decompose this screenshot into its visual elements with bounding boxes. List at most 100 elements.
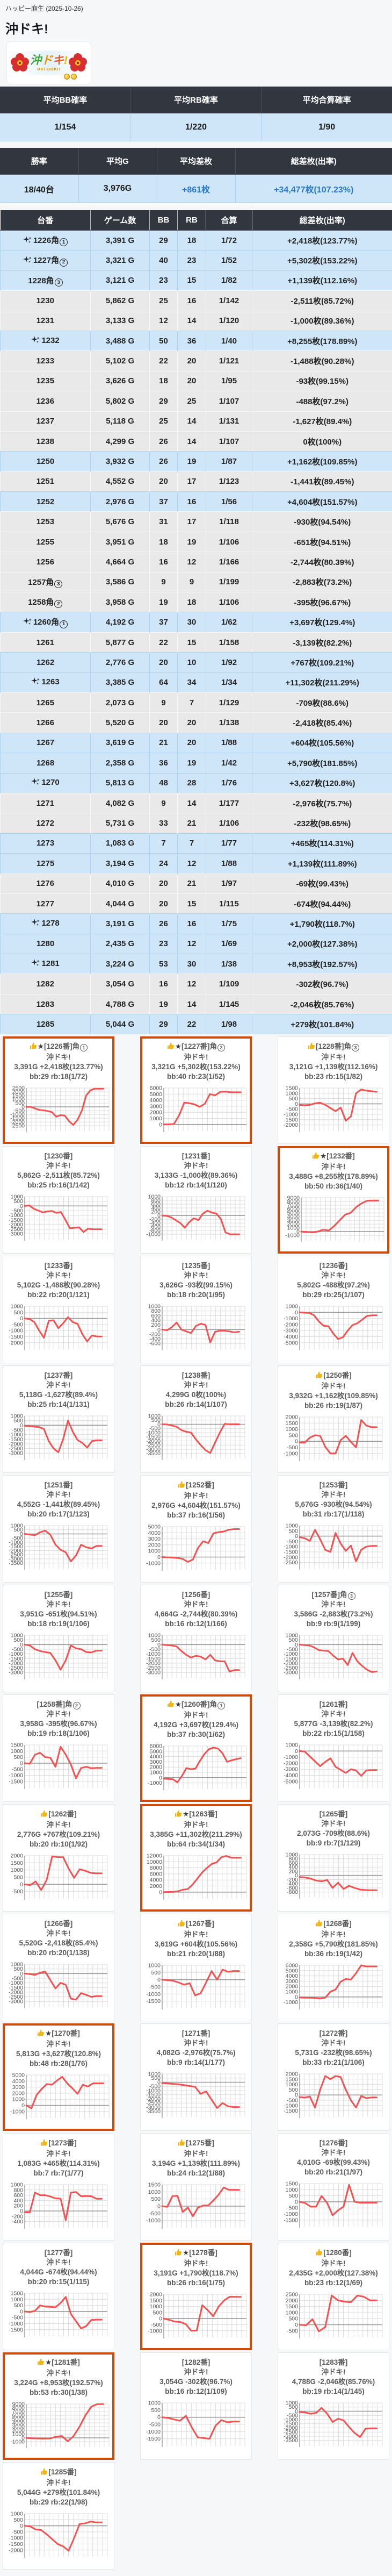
machine-number-cell[interactable]: 1280 bbox=[1, 934, 91, 954]
machine-number-cell[interactable]: 1266 bbox=[1, 713, 91, 733]
machine-chart-card[interactable]: [1276番]沖ドキ!4,010G -69枚(99.43%)bb:20 rb:2… bbox=[278, 2133, 389, 2241]
machine-chart-card[interactable]: ★[1263番]沖ドキ!3,385G +11,302枚(211.29%)bb:6… bbox=[140, 1804, 252, 1912]
machine-number-cell[interactable]: 1250 bbox=[1, 452, 91, 471]
machine-chart-card[interactable]: [1273番]沖ドキ!1,083G +465枚(114.31%)bb:7 rb:… bbox=[3, 2133, 114, 2241]
machine-number-cell[interactable]: 1256 bbox=[1, 552, 91, 572]
machine-number-cell[interactable]: 1231 bbox=[1, 311, 91, 331]
machine-chart-card[interactable]: [1256番]沖ドキ!4,664G -2,744枚(80.39%)bb:16 r… bbox=[140, 1585, 252, 1692]
machine-chart-card[interactable]: [1283番]沖ドキ!4,788G -2,046枚(85.76%)bb:19 r… bbox=[278, 2352, 389, 2460]
machine-number-cell[interactable]: 1283 bbox=[1, 994, 91, 1014]
machine-number-cell[interactable]: 1267 bbox=[1, 733, 91, 753]
machine-chart-card[interactable]: ★[1281番]沖ドキ!3,224G +8,953枚(192.57%)bb:53… bbox=[3, 2352, 114, 2460]
machine-number-cell[interactable]: 1261 bbox=[1, 632, 91, 652]
machine-chart-card[interactable]: [1267番]沖ドキ!3,619G +604枚(105.56%)bb:21 rb… bbox=[140, 1914, 252, 2021]
machine-chart-card[interactable]: [1255番]沖ドキ!3,951G -651枚(94.51%)bb:18 rb:… bbox=[3, 1585, 114, 1692]
machine-number-cell[interactable]: 1277 bbox=[1, 893, 91, 913]
machine-number-cell[interactable]: 1275 bbox=[1, 854, 91, 874]
machine-number-cell[interactable]: 1262 bbox=[1, 653, 91, 672]
machine-number-cell[interactable]: 1272 bbox=[1, 813, 91, 833]
machine-number-cell[interactable]: 1268 bbox=[1, 753, 91, 773]
machine-chart-card[interactable]: [1233番]沖ドキ!5,102G -1,488枚(90.28%)bb:22 r… bbox=[3, 1256, 114, 1363]
machine-logo[interactable]: 沖ドキ! OKI-DOKI! bbox=[6, 41, 91, 84]
machine-chart-card[interactable]: ★[1270番]沖ドキ!5,813G +3,627枚(120.8%)bb:48 … bbox=[3, 2023, 114, 2131]
machine-number-cell[interactable]: 1278 bbox=[1, 914, 91, 934]
machine-chart-card[interactable]: [1265番]沖ドキ!2,073G -709枚(88.6%)bb:9 rb:7(… bbox=[278, 1804, 389, 1912]
machine-chart-card[interactable]: [1235番]沖ドキ!3,626G -93枚(99.15%)bb:18 rb:2… bbox=[140, 1256, 252, 1363]
machine-chart-card[interactable]: [1282番]沖ドキ!3,054G -302枚(96.7%)bb:16 rb:1… bbox=[140, 2352, 252, 2460]
machine-chart-card[interactable]: [1261番]沖ドキ!5,877G -3,139枚(82.2%)bb:22 rb… bbox=[278, 1694, 389, 1802]
machine-chart-card[interactable]: [1277番]沖ドキ!4,044G -674枚(94.44%)bb:20 rb:… bbox=[3, 2243, 114, 2350]
machine-number-cell[interactable]: 1232 bbox=[1, 331, 91, 350]
machine-chart-card[interactable]: [1231番]沖ドキ!3,133G -1,000枚(89.36%)bb:12 r… bbox=[140, 1146, 252, 1254]
machine-number-cell[interactable]: 1230 bbox=[1, 291, 91, 311]
machine-number-cell[interactable]: 1233 bbox=[1, 351, 91, 371]
machine-number-cell[interactable]: 1271 bbox=[1, 793, 91, 813]
machine-number-cell[interactable]: 1237 bbox=[1, 411, 91, 431]
machine-chart-card[interactable]: ★[1232番]沖ドキ!3,488G +8,255枚(178.89%)bb:50… bbox=[278, 1146, 389, 1254]
machine-number-cell[interactable]: 1255 bbox=[1, 532, 91, 552]
machine-chart-card[interactable]: [1252番]沖ドキ!2,976G +4,604枚(151.57%)bb:37 … bbox=[140, 1475, 252, 1583]
machine-number-cell[interactable]: 1282 bbox=[1, 974, 91, 994]
machine-number-cell[interactable]: 1281 bbox=[1, 954, 91, 974]
machine-chart-card[interactable]: [1238番]沖ドキ!4,299G 0枚(100%)bb:26 rb:14(1/… bbox=[140, 1365, 252, 1473]
machine-number-cell[interactable]: 1276 bbox=[1, 874, 91, 893]
machine-chart-card[interactable]: [1275番]沖ドキ!3,194G +1,139枚(111.89%)bb:24 … bbox=[140, 2133, 252, 2241]
machine-number-cell[interactable]: 1251 bbox=[1, 471, 91, 491]
machine-chart-card[interactable]: [1236番]沖ドキ!5,802G -488枚(97.2%)bb:29 rb:2… bbox=[278, 1256, 389, 1363]
machine-chart-card[interactable]: [1250番]沖ドキ!3,932G +1,162枚(109.85%)bb:26 … bbox=[278, 1365, 389, 1473]
machine-number-cell[interactable]: 1273 bbox=[1, 833, 91, 853]
machine-number-cell[interactable]: 1263 bbox=[1, 672, 91, 692]
machine-chart-card[interactable]: [1262番]沖ドキ!2,776G +767枚(109.21%)bb:20 rb… bbox=[3, 1804, 114, 1912]
machine-number-cell[interactable]: 1235 bbox=[1, 371, 91, 391]
machine-chart-card[interactable]: [1285番]沖ドキ!5,044G +279枚(101.84%)bb:29 rb… bbox=[3, 2462, 114, 2570]
machine-chart-card[interactable]: [1280番]沖ドキ!2,435G +2,000枚(127.38%)bb:23 … bbox=[278, 2243, 389, 2350]
machine-chart-card[interactable]: [1253番]沖ドキ!5,676G -930枚(94.54%)bb:31 rb:… bbox=[278, 1475, 389, 1583]
machine-number-cell[interactable]: 1265 bbox=[1, 692, 91, 712]
machine-chart-card[interactable]: [1272番]沖ドキ!5,731G -232枚(98.65%)bb:33 rb:… bbox=[278, 2023, 389, 2131]
machine-number-cell[interactable]: 1270 bbox=[1, 773, 91, 793]
